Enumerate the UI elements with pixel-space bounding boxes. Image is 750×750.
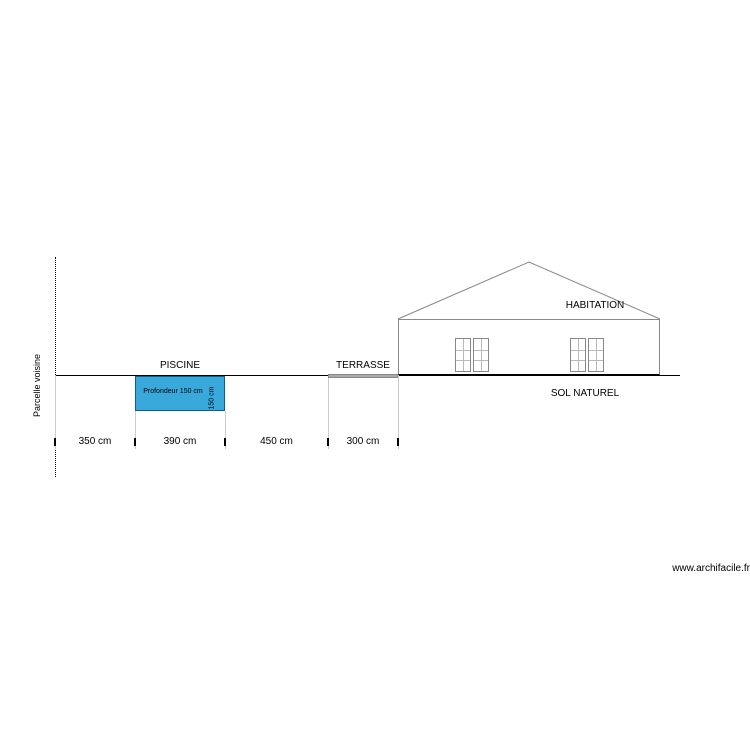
- label-piscine: PISCINE: [135, 360, 225, 371]
- dim-1: 350 cm: [55, 436, 135, 447]
- label-sol: SOL NATUREL: [515, 388, 655, 399]
- house-body: [398, 319, 660, 375]
- label-terrasse: TERRASSE: [318, 360, 408, 371]
- dim-4: 300 cm: [328, 436, 398, 447]
- terrace-slab: [328, 374, 398, 378]
- label-pool-depth-vert: 150 cm: [209, 398, 216, 410]
- dim-3: 450 cm: [225, 436, 328, 447]
- window-1a: [455, 338, 471, 372]
- watermark: www.archifacile.fr: [640, 563, 750, 574]
- dim-2: 390 cm: [135, 436, 225, 447]
- house-roof: [398, 262, 660, 320]
- window-2b: [588, 338, 604, 372]
- label-pool-depth: Profondeur 150 cm: [138, 388, 208, 395]
- window-1b: [473, 338, 489, 372]
- label-parcelle: Parcelle voisine: [32, 403, 42, 417]
- window-2a: [570, 338, 586, 372]
- label-habitation: HABITATION: [540, 300, 650, 311]
